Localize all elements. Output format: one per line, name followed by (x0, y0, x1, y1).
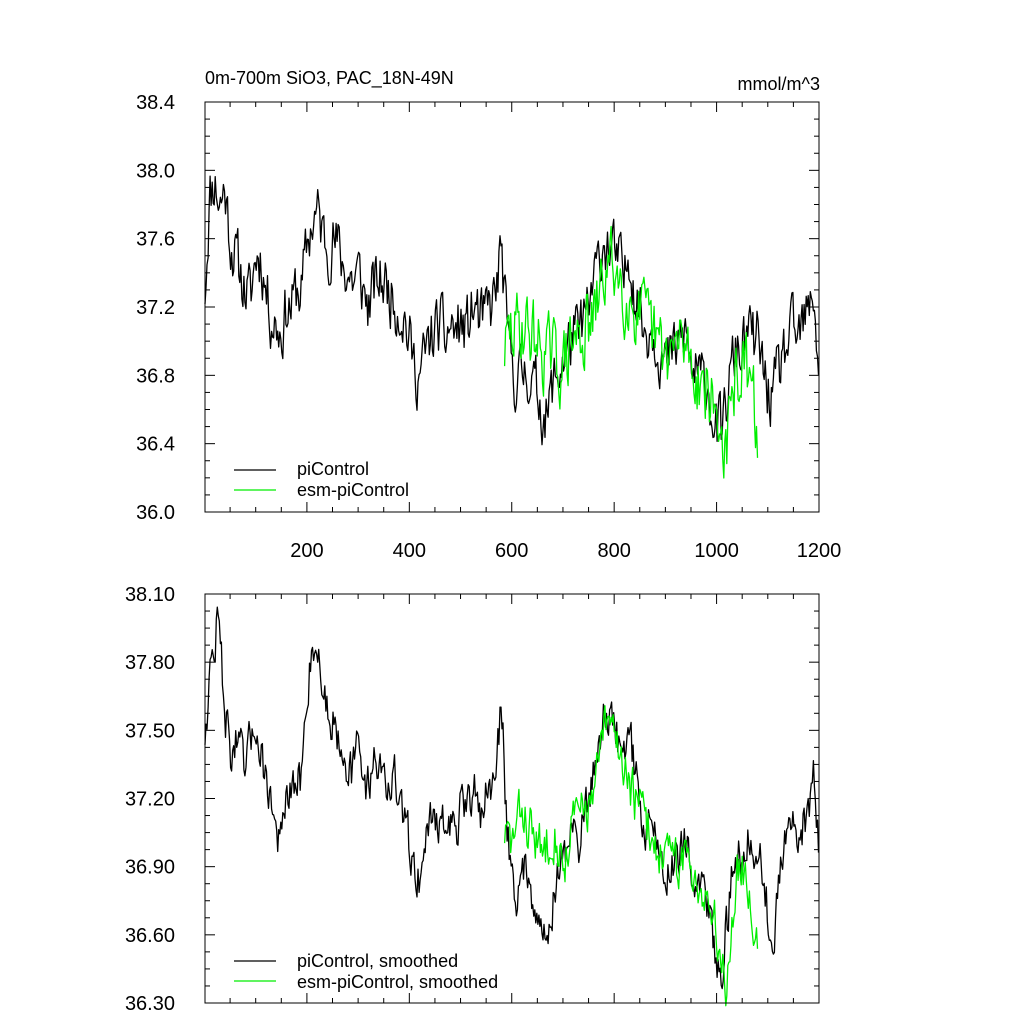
top-panel-y-tick-labels: 36.0 36.4 36.8 37.2 37.6 38.0 38.4 (136, 92, 175, 524)
y-tick-label: 37.80 (125, 652, 175, 674)
top-panel-frame (204, 101, 820, 513)
y-tick-label: 37.50 (125, 720, 175, 742)
series-line-1 (503, 705, 759, 1007)
y-tick-label: 38.4 (136, 92, 175, 114)
bottom-panel: 36.30 36.60 36.90 37.20 37.50 37.80 38.10 piCo… (125, 584, 820, 1015)
legend-label-esm-picontrol: esm-piControl (297, 480, 409, 500)
x-tick-label: 1000 (694, 540, 739, 562)
x-tick-label: 200 (290, 540, 323, 562)
top-panel-title: 0m-700m SiO3, PAC_18N-49N (205, 68, 454, 89)
legend-label-picontrol-smoothed: piControl, smoothed (297, 951, 458, 971)
y-tick-label: 37.6 (136, 229, 175, 251)
y-tick-label: 36.90 (125, 857, 175, 879)
y-tick-label: 37.20 (125, 789, 175, 811)
bottom-panel-series (204, 606, 820, 1007)
y-tick-label: 38.10 (125, 584, 175, 606)
top-panel-x-tick-labels: 200 400 600 800 1000 1200 (290, 540, 841, 562)
x-tick-label: 600 (495, 540, 528, 562)
legend-label-esm-picontrol-smoothed: esm-piControl, smoothed (297, 972, 498, 992)
x-tick-label: 400 (393, 540, 426, 562)
top-panel-series (204, 175, 820, 479)
bottom-panel-ticks (205, 593, 820, 1004)
legend-label-picontrol: piControl (297, 459, 369, 479)
bottom-panel-frame (204, 593, 820, 1004)
y-tick-label: 36.8 (136, 365, 175, 387)
y-tick-label: 36.30 (125, 993, 175, 1015)
top-panel-legend: piControl esm-piControl (234, 459, 409, 500)
bottom-panel-legend: piControl, smoothed esm-piControl, smoot… (234, 951, 498, 992)
y-tick-label: 38.0 (136, 160, 175, 182)
y-tick-label: 36.0 (136, 502, 175, 524)
top-panel: 0m-700m SiO3, PAC_18N-49N mmol/m^3 36.03… (136, 68, 841, 562)
y-tick-label: 37.2 (136, 297, 175, 319)
x-tick-label: 800 (597, 540, 630, 562)
series-line-1 (503, 225, 759, 479)
y-tick-label: 36.4 (136, 434, 175, 456)
bottom-panel-y-tick-labels: 36.30 36.60 36.90 37.20 37.50 37.80 38.10 (125, 584, 175, 1015)
series-line-0 (204, 606, 820, 990)
y-tick-label: 36.60 (125, 925, 175, 947)
top-panel-units: mmol/m^3 (738, 74, 820, 94)
x-tick-label: 1200 (797, 540, 842, 562)
